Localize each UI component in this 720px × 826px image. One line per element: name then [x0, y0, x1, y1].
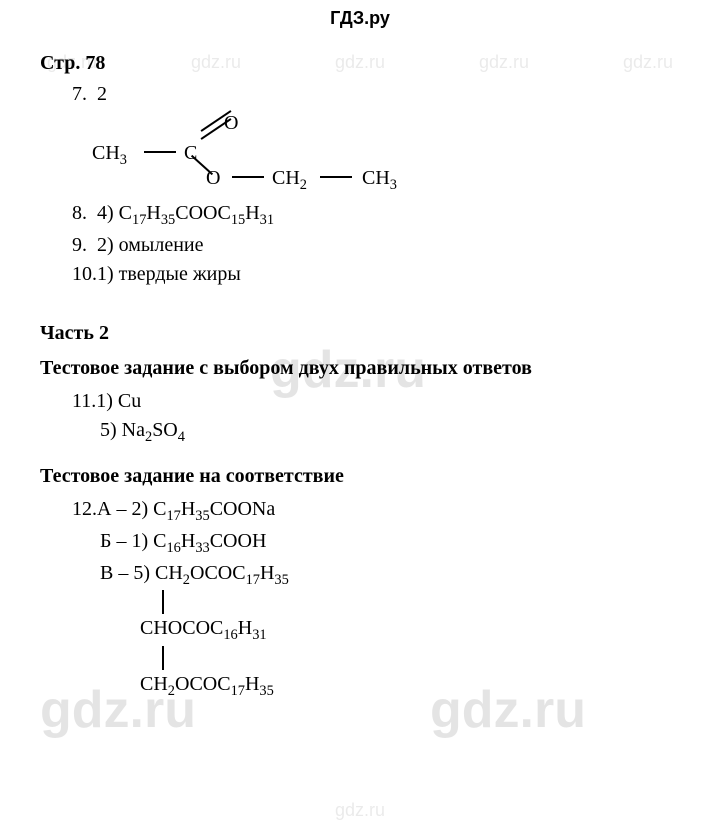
chain-row-3: CH2OCOC17H35 — [140, 670, 720, 702]
q11-a1: 1) Cu — [96, 390, 141, 412]
part2-title: Часть 2 — [40, 319, 720, 348]
page-content: Стр. 78 7. 2 CH3 C O O CH2 CH3 8. 4) C17… — [0, 29, 720, 702]
answer-12c: В – 5) CH2OCOC17H35 — [40, 559, 720, 591]
q10-num: 10. — [72, 263, 97, 285]
bond — [144, 151, 176, 153]
q9-num: 9. — [72, 234, 87, 256]
watermark-row: gdz.ru — [0, 800, 720, 821]
page-label: Стр. 78 — [40, 49, 720, 78]
answer-10: 10.1) твердые жиры — [40, 260, 720, 289]
q8-num: 8. — [72, 202, 87, 224]
answer-12a: 12.А – 2) C17H35COONa — [40, 495, 720, 527]
chain-row-2: CHOCOC16H31 — [140, 614, 720, 646]
bond — [232, 176, 264, 178]
watermark: gdz.ru — [335, 800, 385, 821]
answer-9: 9. 2) омыление — [40, 231, 720, 260]
answer-11b: 5) Na2SO4 — [40, 416, 720, 448]
site-header: ГДЗ.ру — [0, 0, 720, 29]
q9-answer: 2) омыление — [97, 234, 204, 256]
answer-8: 8. 4) C17H35COOC15H31 — [40, 199, 720, 231]
answer-7: 7. 2 — [40, 80, 720, 109]
q10-answer: 1) твердые жиры — [97, 263, 241, 285]
formula-ch3b: CH3 — [362, 164, 397, 196]
task2a-title: Тестовое задание с выбором двух правильн… — [40, 354, 720, 383]
q12-num: 12. — [72, 498, 97, 520]
chain-bond — [162, 646, 720, 670]
formula-ch2: CH2 — [272, 164, 307, 196]
answer-11: 11.1) Cu — [40, 387, 720, 416]
bond — [320, 176, 352, 178]
q7-answer: 2 — [97, 83, 107, 105]
answer-12b: Б – 1) C16H33COOH — [40, 527, 720, 559]
formula-o: O — [224, 109, 238, 138]
q11-num: 11. — [72, 390, 96, 412]
formula-c: C — [184, 139, 197, 168]
q8-opt: 4) — [97, 202, 114, 224]
glyceride-chain: CHOCOC16H31 CH2OCOC17H35 — [140, 590, 720, 702]
structural-formula: CH3 C O O CH2 CH3 — [72, 109, 720, 199]
formula-ch3: CH3 — [92, 139, 127, 171]
formula-o: O — [206, 164, 220, 193]
chain-bond — [162, 590, 720, 614]
task2b-title: Тестовое задание на соответствие — [40, 462, 720, 491]
q7-num: 7. — [72, 83, 87, 105]
